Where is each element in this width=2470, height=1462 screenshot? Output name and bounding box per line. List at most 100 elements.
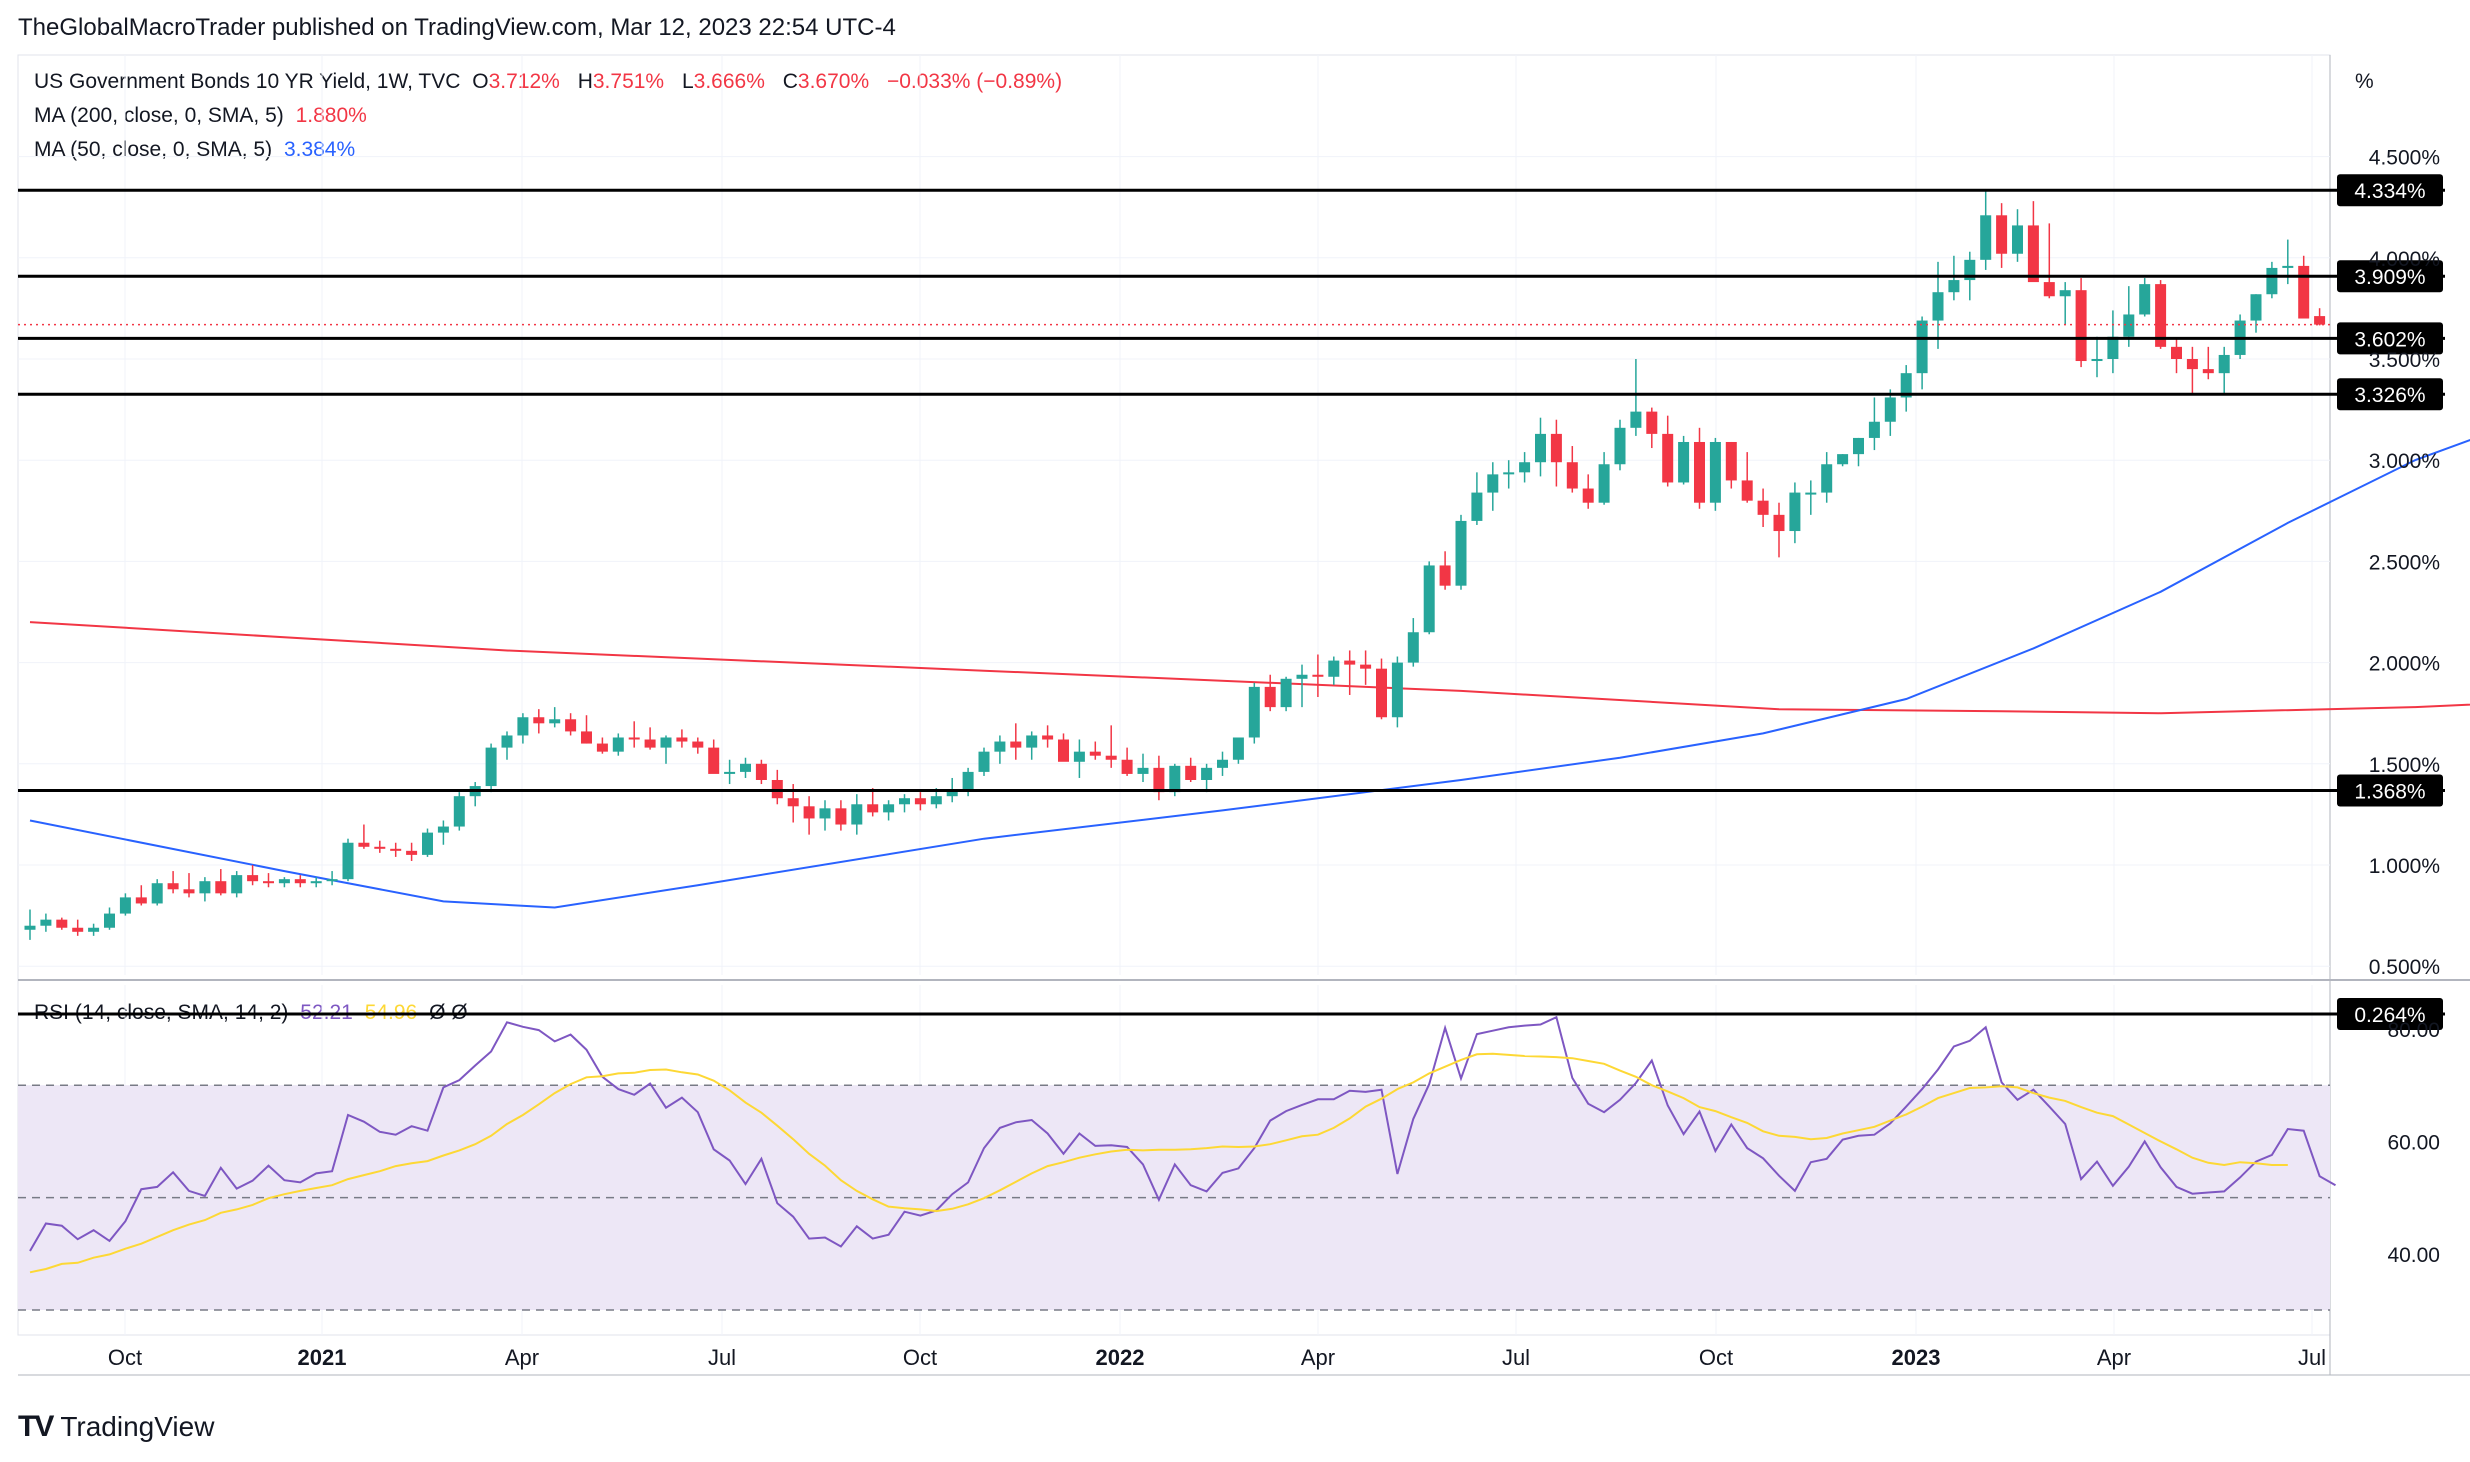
candle-body <box>1614 427 1626 465</box>
candle-body <box>215 881 227 894</box>
candle-body <box>1471 492 1483 521</box>
ohlc-low: L3.666% <box>682 70 771 93</box>
candle-body <box>1185 765 1197 780</box>
candle-body <box>1725 441 1737 481</box>
x-tick-label: Apr <box>1301 1345 1335 1370</box>
candle-body <box>1248 686 1260 738</box>
symbol-title[interactable]: US Government Bonds 10 YR Yield, 1W, TVC <box>34 70 461 93</box>
candle-body <box>390 848 402 851</box>
rsi-line <box>29 1015 2336 1252</box>
candle-body <box>628 737 640 740</box>
candle-body <box>24 925 36 930</box>
candle-body <box>1201 767 1213 780</box>
candle-body <box>1550 433 1562 463</box>
candle-body <box>899 798 910 805</box>
candle-body <box>1423 565 1435 633</box>
candle-body <box>1010 741 1022 748</box>
candle-body <box>1741 480 1753 501</box>
candle-body <box>2091 359 2103 362</box>
candle-body <box>803 806 815 819</box>
ma200-label: MA (200, close, 0, SMA, 5) <box>34 104 284 127</box>
candle-body <box>1391 662 1403 718</box>
candle-body <box>533 717 545 724</box>
candle-body <box>135 897 147 904</box>
candle-body <box>1678 441 1690 483</box>
candle-body <box>867 804 879 813</box>
moving-average-lines <box>29 438 2470 909</box>
candle-body <box>358 842 370 847</box>
candle-body <box>2139 284 2151 315</box>
candle-body <box>835 808 847 825</box>
price-level-tag <box>2337 997 2443 1030</box>
y-unit-label: % <box>2355 70 2374 93</box>
rsi-y-tick-label: 60.00 <box>2387 1131 2440 1154</box>
candle-body <box>1328 660 1340 677</box>
x-tick-label: Jul <box>1502 1345 1530 1370</box>
candle-body <box>1042 735 1054 740</box>
candle-body <box>2250 294 2262 321</box>
candle-body <box>946 790 958 797</box>
y-tick-label: 3.000% <box>2369 450 2440 473</box>
ma50-value: 3.384% <box>283 138 356 161</box>
candle-body <box>1662 433 1674 483</box>
low-label: L <box>681 70 694 93</box>
candle-body <box>326 879 338 882</box>
high-value: 3.751% <box>592 70 665 93</box>
x-tick-label: Jul <box>708 1345 736 1370</box>
candle-body <box>1407 632 1419 663</box>
x-tick-label: Jul <box>2298 1345 2326 1370</box>
x-tick-label: 2021 <box>298 1345 347 1370</box>
ma200-legend[interactable]: MA (200, close, 0, SMA, 5) 1.880% <box>34 104 373 128</box>
candle-body <box>1789 492 1801 532</box>
y-tick-label: 1.500% <box>2369 754 2440 777</box>
candle-body <box>183 889 195 894</box>
y-tick-label: 3.500% <box>2369 349 2440 372</box>
candle-body <box>374 846 386 849</box>
candle-body <box>2282 265 2294 268</box>
candle-body <box>1058 739 1069 762</box>
x-tick-label: Oct <box>108 1345 142 1370</box>
y-tick-label: 1.000% <box>2369 855 2440 878</box>
rsi-ma-line <box>29 1052 2288 1274</box>
price-levels: 4.334% 3.909% 3.602% 3.326% 1.368% 0.264% <box>18 174 2445 1030</box>
candle-body <box>596 743 608 752</box>
ma50-legend[interactable]: MA (50, close, 0, SMA, 5) 3.384% <box>34 138 361 162</box>
candle-body <box>2123 314 2135 337</box>
candle-body <box>1360 664 1372 669</box>
price-level-label: 3.909% <box>2354 266 2425 289</box>
candle-body <box>263 881 274 884</box>
tradingview-logo[interactable]: TV TradingView <box>18 1410 214 1444</box>
candle-body <box>1964 259 1976 281</box>
x-tick-label: Oct <box>1699 1345 1733 1370</box>
axes: Oct 2021 Apr Jul Oct 2022 Apr Jul Oct 2023 Apr Jul 4… <box>108 70 2440 1370</box>
candle-body <box>485 747 497 787</box>
candle-body <box>1868 421 1880 438</box>
candle-body <box>1519 462 1531 473</box>
candle-body <box>1884 397 1896 422</box>
candle-body <box>517 717 529 736</box>
candle-body <box>2155 284 2167 347</box>
candle-body <box>1598 464 1610 503</box>
tradingview-logo-text: TradingView <box>60 1411 215 1442</box>
candle-body <box>549 719 561 724</box>
candle-body <box>406 850 418 855</box>
price-level-label: 3.602% <box>2354 328 2425 351</box>
candle-body <box>930 796 942 805</box>
candle-body <box>883 804 895 813</box>
candle-body <box>1709 441 1721 503</box>
candle-body <box>1821 464 1833 493</box>
candle-body <box>2186 359 2198 370</box>
candle-body <box>708 747 720 774</box>
ma50-label: MA (50, close, 0, SMA, 5) <box>34 138 273 161</box>
price-level-label: 1.368% <box>2354 781 2425 804</box>
candle-body <box>2218 354 2230 374</box>
candle-body <box>1105 755 1117 760</box>
candle-body <box>1916 320 1928 374</box>
x-tick-label: 2022 <box>1096 1345 1145 1370</box>
candle-body <box>1121 759 1133 774</box>
candle-body <box>1137 767 1149 774</box>
rsi-panel <box>18 1015 2336 1311</box>
candle-body <box>1948 280 1960 293</box>
tradingview-logo-icon: TV <box>18 1410 54 1443</box>
